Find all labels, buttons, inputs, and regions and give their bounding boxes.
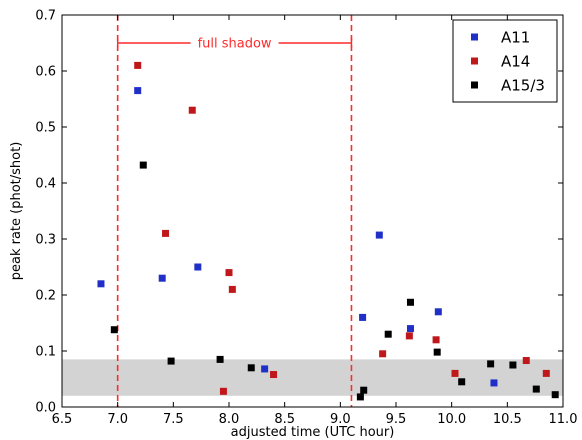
data-point-a14: [162, 229, 170, 237]
annotation-label: full shadow: [198, 37, 272, 52]
legend-marker-a14: [471, 57, 478, 65]
data-point-a15-3: [458, 378, 466, 386]
annotation-layer: full shadow: [116, 37, 353, 52]
legend-entry-a11: A11: [471, 29, 530, 47]
legend-entry-a14: A14: [471, 53, 530, 71]
x-tick-label: 10.5: [493, 412, 522, 427]
data-point-a11: [375, 231, 383, 239]
legend-entry-a15-3: A15/3: [471, 77, 545, 95]
x-tick-label: 9.0: [330, 412, 351, 427]
data-point-a15-3: [139, 161, 147, 169]
x-tick-label: 10.0: [437, 412, 466, 427]
y-tick-label: 0.6: [35, 65, 56, 80]
data-point-a14: [451, 369, 459, 377]
data-point-a15-3: [167, 357, 175, 365]
plot-frame: [61, 14, 564, 408]
legend-label-a14: A14: [501, 53, 530, 71]
data-point-a15-3: [110, 326, 118, 334]
data-point-a11: [359, 313, 367, 321]
y-tick-label: 0.1: [35, 345, 56, 360]
data-point-a14: [522, 357, 530, 365]
data-point-a15-3: [487, 360, 495, 368]
x-tick-label: 6.5: [52, 412, 73, 427]
y-tick-label: 0.7: [35, 9, 56, 24]
data-point-a11: [490, 379, 498, 387]
data-point-a14: [228, 285, 236, 293]
data-point-a14: [225, 269, 233, 277]
y-tick-label: 0.3: [35, 233, 56, 248]
vertical-lines-layer: [116, 15, 353, 407]
legend: A11 A14 A15/3: [452, 19, 558, 103]
data-point-a15-3: [384, 330, 392, 338]
data-point-a15-3: [406, 298, 414, 306]
legend-marker-a15-3: [471, 81, 478, 89]
legend-label-a15-3: A15/3: [501, 77, 545, 95]
y-tick-label: 0.4: [35, 177, 56, 192]
x-tick-label: 7.5: [163, 412, 184, 427]
y-tick-label: 0.2: [35, 289, 56, 304]
legend-label-a11: A11: [501, 29, 530, 47]
data-point-a15-3: [247, 364, 255, 372]
y-tick-label: 0.5: [35, 121, 56, 136]
y-axis-label: peak rate (phot/shot): [9, 142, 24, 281]
data-point-a14: [270, 371, 278, 379]
x-tick-label: 11.0: [549, 412, 578, 427]
x-tick-label: 8.5: [274, 412, 295, 427]
data-point-a15-3: [216, 355, 224, 363]
data-point-a14: [405, 332, 413, 340]
data-point-a11: [261, 365, 269, 373]
data-point-a15-3: [532, 385, 540, 393]
legend-marker-a11: [471, 33, 478, 41]
x-tick-label: 9.5: [386, 412, 407, 427]
y-tick-label: 0.0: [35, 401, 56, 416]
data-point-a11: [158, 274, 166, 282]
data-point-a15-3: [551, 391, 559, 399]
data-point-a11: [194, 263, 202, 271]
legend-box: [452, 19, 558, 103]
data-point-a15-3: [360, 386, 368, 394]
data-point-a11: [97, 280, 105, 288]
x-tick-label: 8.0: [219, 412, 240, 427]
data-point-a15-3: [509, 361, 517, 369]
data-point-a14: [432, 336, 440, 344]
axis-ticks-layer: 6.5 7.0 7.5 8.0 8.5 9.0 9.5 10.0 10.5 11.0 0.0 0.1 0…: [35, 9, 577, 428]
data-point-a14: [188, 106, 196, 114]
data-point-a14: [134, 61, 142, 69]
data-point-a11: [434, 308, 442, 316]
data-point-a14: [542, 369, 550, 377]
shaded-band: [62, 359, 563, 396]
x-tick-label: 7.0: [107, 412, 128, 427]
data-point-a14: [379, 350, 387, 358]
data-point-a15-3: [356, 393, 364, 401]
data-point-a15-3: [433, 348, 441, 356]
shaded-band-layer: [62, 359, 563, 396]
data-point-a11: [134, 87, 142, 95]
data-point-a11: [406, 325, 414, 333]
x-axis-label: adjusted time (UTC hour): [231, 425, 395, 440]
data-point-a14: [219, 387, 227, 395]
data-points-layer: [97, 61, 559, 401]
